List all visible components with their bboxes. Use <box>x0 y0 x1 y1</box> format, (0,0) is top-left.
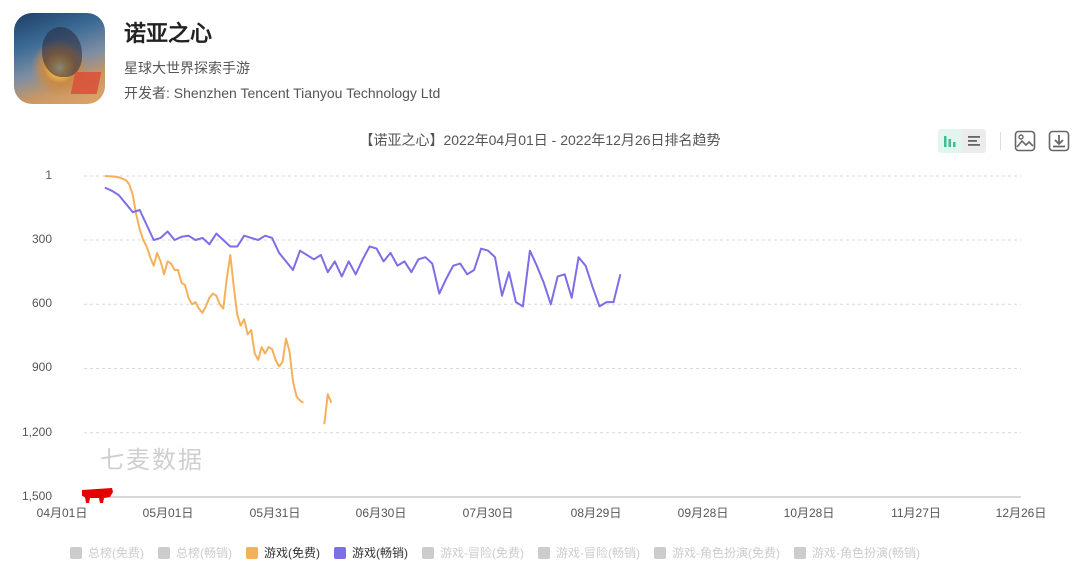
legend-item-games-free[interactable]: 游戏(免费) <box>246 544 320 561</box>
x-tick-label: 04月01日 <box>36 506 88 520</box>
legend-swatch <box>70 546 82 559</box>
legend-label: 游戏-角色扮演(免费) <box>672 546 780 560</box>
series-lines <box>104 175 622 425</box>
x-tick-label: 11月27日 <box>891 506 941 520</box>
legend-swatch <box>334 546 346 559</box>
y-tick-label: 1,500 <box>21 489 52 503</box>
watermark: 七麦数据 <box>100 447 204 474</box>
bar-chart-icon <box>944 136 956 147</box>
legend-label: 总榜(畅销) <box>176 546 232 560</box>
legend-swatch <box>158 546 170 559</box>
x-tick-label: 05月31日 <box>249 506 301 520</box>
legend-label: 游戏(免费) <box>264 546 320 560</box>
y-tick-label: 1 <box>45 168 52 182</box>
legend-label: 总榜(免费) <box>88 546 144 560</box>
app-icon <box>14 13 105 104</box>
save-image-button[interactable] <box>1013 129 1037 153</box>
legend-label: 游戏(畅销) <box>352 546 408 560</box>
legend-label: 游戏-冒险(免费) <box>440 546 524 560</box>
legend-item-rpg-grossing[interactable]: 游戏-角色扮演(畅销) <box>794 544 920 561</box>
legend-swatch <box>794 546 806 559</box>
list-view-button[interactable] <box>962 129 986 153</box>
red-pig-marker <box>82 488 113 503</box>
toolbar-divider <box>1000 132 1001 150</box>
chart-toolbar <box>938 128 1080 154</box>
app-developer: 开发者: Shenzhen Tencent Tianyou Technology… <box>124 85 441 101</box>
y-tick-label: 600 <box>31 296 52 310</box>
chart-view-button[interactable] <box>938 129 962 153</box>
grid-lines <box>84 175 1021 434</box>
x-tick-label: 06月30日 <box>355 506 407 520</box>
y-tick-label: 900 <box>31 360 52 374</box>
view-toggle <box>938 129 986 153</box>
series-line-free <box>323 393 333 425</box>
series-line-paid <box>104 186 622 308</box>
legend-item-overall-free[interactable]: 总榜(免费) <box>70 544 144 561</box>
y-tick-label: 300 <box>31 232 52 246</box>
download-icon <box>1048 130 1070 152</box>
app-subtitle: 星球大世界探索手游 <box>124 60 250 76</box>
legend-swatch <box>538 546 550 559</box>
legend-item-overall-grossing[interactable]: 总榜(畅销) <box>158 544 232 561</box>
x-tick-label: 10月28日 <box>783 506 835 520</box>
y-tick-label: 1,200 <box>21 425 52 439</box>
x-tick-label: 05月01日 <box>142 506 194 520</box>
legend-label: 游戏-角色扮演(畅销) <box>812 546 920 560</box>
image-icon <box>1014 130 1036 152</box>
download-button[interactable] <box>1047 129 1071 153</box>
legend-item-games-grossing[interactable]: 游戏(畅销) <box>334 544 408 561</box>
series-line-free <box>104 175 304 404</box>
legend-item-adventure-grossing[interactable]: 游戏-冒险(畅销) <box>538 544 640 561</box>
chart-title: 【诺亚之心】2022年04月01日 - 2022年12月26日排名趋势 <box>359 132 721 148</box>
legend-label: 游戏-冒险(畅销) <box>556 546 640 560</box>
chart-legend: 总榜(免费) 总榜(畅销) 游戏(免费) 游戏(畅销) 游戏-冒险(免费) 游戏… <box>70 544 934 561</box>
x-tick-label: 08月29日 <box>570 506 622 520</box>
legend-item-adventure-free[interactable]: 游戏-冒险(免费) <box>422 544 524 561</box>
app-icon-figure <box>42 27 82 77</box>
list-icon <box>968 136 980 146</box>
x-tick-label: 07月30日 <box>462 506 514 520</box>
legend-swatch <box>654 546 666 559</box>
app-title: 诺亚之心 <box>124 21 213 46</box>
legend-swatch <box>246 546 258 559</box>
legend-item-rpg-free[interactable]: 游戏-角色扮演(免费) <box>654 544 780 561</box>
x-tick-label: 12月26日 <box>995 506 1047 520</box>
x-tick-label: 09月28日 <box>677 506 729 520</box>
legend-swatch <box>422 546 434 559</box>
